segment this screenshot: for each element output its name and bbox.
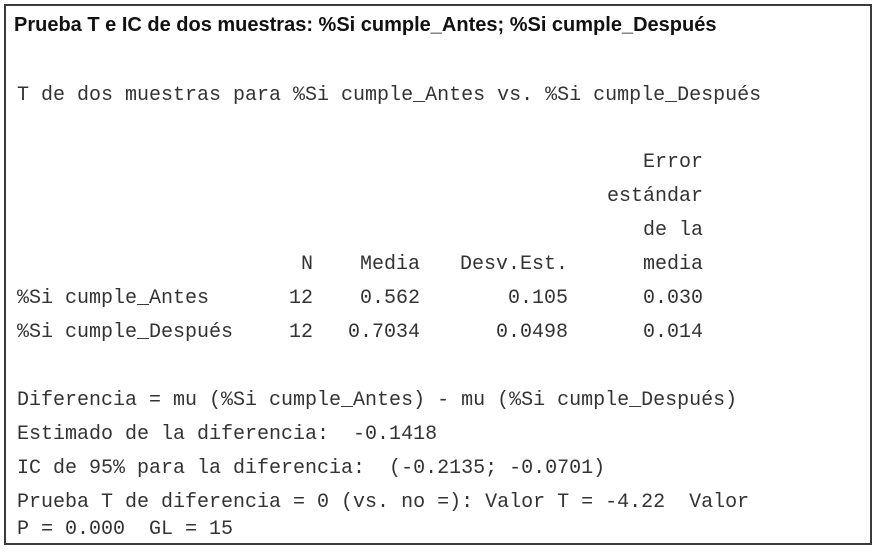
row-despues-media: 0.7034: [347, 321, 420, 344]
output-title: Prueba T e IC de dos muestras: %Si cumpl…: [14, 14, 717, 36]
result-prueba-line1: Prueba T de diferencia = 0 (vs. no =): V…: [17, 491, 750, 514]
header-n: N: [300, 253, 313, 276]
row-antes-error: 0.030: [642, 287, 703, 310]
result-ic: IC de 95% para la diferencia: (-0.2135; …: [17, 457, 606, 480]
result-estimado: Estimado de la diferencia: -0.1418: [17, 423, 438, 446]
row-antes-desv: 0.105: [507, 287, 568, 310]
header-error-line3: de la: [642, 219, 703, 242]
result-diferencia: Diferencia = mu (%Si cumple_Antes) - mu …: [17, 389, 738, 412]
row-despues-error: 0.014: [642, 321, 703, 344]
test-subtitle: T de dos muestras para %Si cumple_Antes …: [17, 84, 762, 107]
header-error-line4: media: [642, 253, 703, 276]
row-despues-name: %Si cumple_Después: [17, 321, 234, 344]
header-media: Media: [359, 253, 420, 276]
row-antes-name: %Si cumple_Antes: [17, 287, 210, 310]
header-error-line1: Error: [642, 151, 703, 174]
row-antes-n: 12: [288, 287, 313, 310]
result-prueba-line2: P = 0.000 GL = 15: [17, 518, 234, 541]
row-antes-media: 0.562: [359, 287, 420, 310]
header-error-line2: estándar: [606, 185, 703, 208]
row-despues-desv: 0.0498: [495, 321, 568, 344]
header-desv: Desv.Est.: [459, 253, 568, 276]
output-panel: [4, 4, 872, 545]
row-despues-n: 12: [288, 321, 313, 344]
